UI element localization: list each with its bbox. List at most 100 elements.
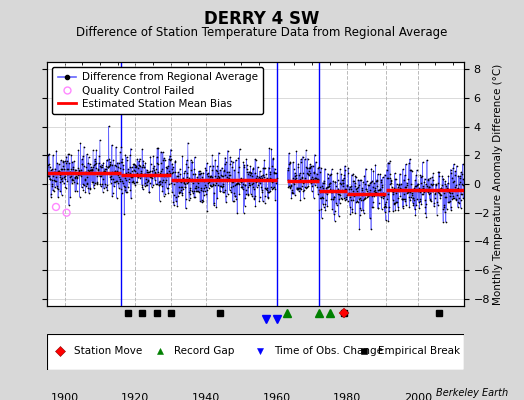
Point — [92, 147, 101, 153]
Point — [225, 187, 234, 193]
Point — [120, 211, 128, 218]
Point — [310, 194, 318, 201]
Text: Empirical Break: Empirical Break — [378, 346, 461, 356]
Point — [189, 190, 197, 196]
Point — [116, 165, 125, 172]
Point — [375, 187, 384, 193]
Point — [194, 168, 203, 174]
Point — [336, 195, 345, 201]
Point — [219, 173, 227, 179]
Point — [253, 172, 261, 179]
Point — [294, 185, 303, 191]
Point — [391, 199, 400, 206]
Point — [157, 167, 165, 174]
Point — [183, 170, 191, 176]
Point — [249, 164, 258, 171]
Point — [169, 169, 177, 175]
Point — [289, 175, 297, 182]
Point — [116, 148, 124, 155]
Point — [298, 174, 306, 181]
Point — [198, 177, 206, 183]
Point — [212, 180, 220, 186]
Point — [456, 175, 464, 182]
Point — [177, 178, 185, 185]
Point — [423, 157, 431, 163]
Point — [428, 188, 436, 194]
Point — [302, 164, 310, 170]
Point — [391, 176, 399, 182]
Point — [128, 178, 137, 184]
Point — [218, 184, 226, 190]
Point — [346, 186, 355, 192]
Point — [342, 186, 350, 192]
Point — [108, 142, 116, 148]
Point — [315, 206, 323, 213]
Point — [107, 173, 115, 179]
Point — [91, 156, 99, 162]
Point — [192, 188, 201, 194]
Point — [79, 187, 88, 194]
Point — [314, 186, 323, 193]
Point — [46, 164, 54, 170]
Point — [217, 173, 226, 180]
Point — [58, 175, 67, 181]
Point — [333, 170, 342, 176]
Point — [344, 186, 353, 192]
Point — [390, 201, 398, 207]
Point — [233, 178, 242, 184]
Point — [443, 188, 452, 194]
Point — [407, 167, 415, 173]
Point — [63, 178, 72, 184]
Point — [339, 180, 347, 186]
Point — [309, 177, 318, 184]
Point — [142, 175, 150, 182]
Point — [94, 166, 102, 172]
Point — [70, 169, 78, 175]
Point — [107, 169, 116, 176]
Point — [151, 170, 160, 177]
Point — [247, 190, 255, 197]
Point — [198, 174, 206, 180]
Point — [250, 193, 259, 199]
Point — [217, 164, 226, 171]
Point — [165, 168, 173, 174]
Point — [95, 152, 103, 159]
Point — [176, 171, 184, 178]
Point — [170, 168, 179, 175]
Point — [399, 196, 408, 202]
Point — [367, 179, 375, 185]
Point — [356, 204, 365, 211]
Point — [161, 191, 169, 197]
Point — [343, 182, 352, 188]
Point — [81, 176, 89, 182]
Point — [347, 172, 356, 178]
Point — [176, 166, 184, 172]
Point — [358, 190, 367, 196]
Point — [180, 170, 189, 176]
Point — [452, 182, 460, 188]
Point — [330, 211, 338, 218]
Point — [389, 208, 397, 214]
Point — [403, 187, 412, 193]
Point — [49, 169, 58, 176]
Point — [377, 176, 386, 183]
Point — [212, 204, 221, 210]
Point — [209, 162, 217, 169]
Point — [162, 177, 170, 183]
Point — [385, 204, 393, 211]
Point — [82, 169, 90, 176]
Point — [322, 191, 331, 197]
Point — [319, 200, 327, 207]
Point — [208, 174, 216, 180]
Point — [420, 186, 428, 192]
Point — [69, 176, 77, 183]
Point — [303, 165, 311, 172]
Point — [344, 165, 352, 171]
Point — [413, 182, 421, 188]
Point — [443, 185, 451, 192]
Point — [184, 179, 192, 185]
Point — [158, 182, 166, 189]
Point — [308, 178, 316, 184]
Point — [378, 184, 386, 190]
Point — [63, 166, 72, 172]
